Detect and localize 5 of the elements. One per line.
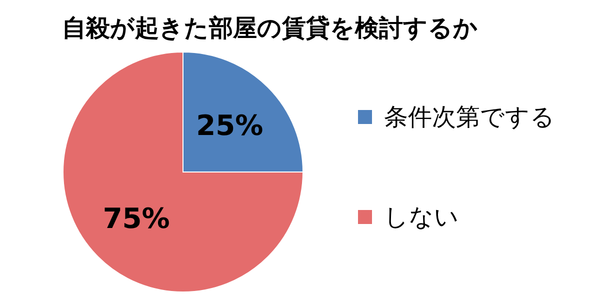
legend-label: しない	[384, 202, 459, 233]
legend-label: 条件次第でする	[384, 102, 555, 133]
data-label: 75%	[102, 202, 170, 236]
chart-title: 自殺が起きた部屋の賃貸を検討するか	[61, 13, 479, 42]
data-label: 25%	[196, 108, 264, 142]
